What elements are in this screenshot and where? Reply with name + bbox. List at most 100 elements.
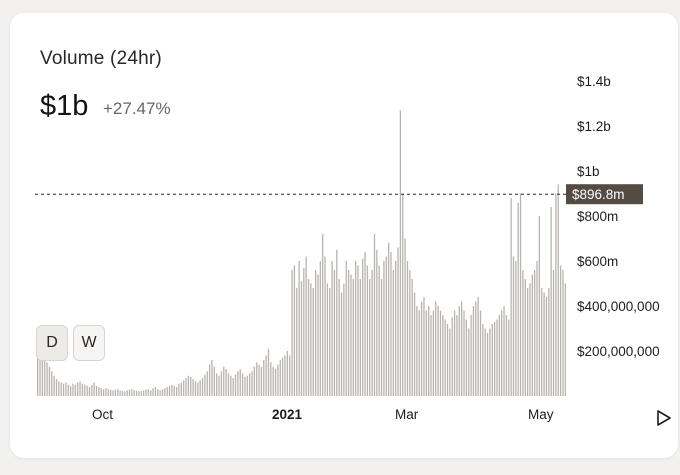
volume-bar	[458, 306, 460, 396]
volume-bar	[119, 390, 121, 397]
volume-bar	[465, 319, 468, 396]
volume-bar	[501, 310, 503, 396]
volume-bar	[418, 310, 420, 396]
volume-bar	[463, 310, 465, 396]
volume-bar	[338, 279, 340, 396]
volume-change: +27.47%	[103, 99, 171, 118]
volume-bar	[406, 261, 409, 396]
volume-bar	[369, 279, 371, 396]
volume-bar	[357, 265, 359, 396]
volume-bar	[451, 317, 453, 396]
volume-bar	[138, 391, 140, 396]
volume-bar	[272, 366, 274, 396]
volume-bar	[472, 306, 475, 396]
volume-bar	[204, 374, 206, 397]
y-tick-label: $600m	[577, 254, 618, 269]
volume-bar	[293, 265, 296, 396]
volume-bar	[105, 388, 107, 397]
play-icon[interactable]	[656, 409, 672, 427]
volume-bar	[223, 366, 225, 396]
volume-bar	[300, 281, 303, 396]
volume-bar	[128, 389, 131, 396]
volume-bar	[324, 256, 326, 396]
volume-bar	[336, 249, 338, 396]
volume-bar	[230, 375, 232, 396]
timeframe-week-button[interactable]: W	[73, 325, 105, 361]
volume-bar	[154, 387, 157, 396]
volume-bar	[552, 270, 555, 396]
volume-bar	[317, 274, 319, 396]
volume-bar	[312, 288, 314, 396]
volume-bar	[555, 193, 557, 396]
volume-bar	[286, 351, 288, 396]
volume-bar	[437, 306, 439, 396]
x-tick-label: 2021	[272, 407, 303, 422]
volume-bar	[67, 384, 69, 396]
y-tick-label: $1.4b	[577, 74, 611, 89]
volume-bar	[364, 252, 366, 396]
volume-bar	[314, 270, 317, 396]
volume-bar	[265, 355, 267, 396]
volume-bar	[251, 371, 253, 396]
volume-bar	[211, 360, 213, 396]
volume-bar	[88, 387, 91, 396]
volume-bar	[218, 375, 220, 396]
volume-bar	[168, 385, 171, 397]
volume-bar	[355, 261, 357, 396]
volume-bar	[479, 310, 482, 396]
volume-bar	[366, 265, 369, 396]
volume-bar	[435, 301, 437, 396]
volume-bar	[256, 362, 258, 396]
volume-bar	[100, 388, 102, 397]
volume-bar	[303, 267, 305, 396]
volume-bar	[456, 315, 458, 396]
volume-bar	[383, 261, 385, 396]
volume-bar	[72, 383, 74, 397]
volume-bar	[411, 279, 413, 396]
volume-bar	[147, 389, 150, 396]
volume-bar	[343, 283, 345, 396]
volume-bar	[329, 288, 331, 396]
volume-bar	[515, 261, 517, 396]
volume-bar	[397, 247, 399, 396]
volume-bar	[164, 388, 166, 397]
volume-bar	[333, 270, 336, 396]
volume-bar	[194, 381, 197, 397]
volume-bar	[446, 324, 449, 396]
volume-value: $1b	[40, 90, 89, 122]
volume-bar	[305, 256, 307, 396]
volume-bar	[519, 193, 522, 396]
volume-bar	[493, 321, 496, 396]
volume-bar	[48, 366, 51, 396]
volume-bar	[442, 315, 444, 396]
volume-bar	[37, 339, 39, 396]
volume-bar	[253, 366, 256, 396]
volume-bar	[140, 391, 142, 396]
volume-bar	[62, 383, 65, 397]
x-tick-label: May	[528, 407, 554, 422]
volume-bar	[46, 362, 48, 396]
volume-bar	[86, 385, 88, 397]
volume-bar	[185, 378, 187, 396]
volume-bar	[69, 385, 72, 397]
volume-bar	[227, 373, 230, 396]
volume-bar	[395, 261, 397, 396]
volume-bar	[178, 383, 180, 397]
volume-bar	[496, 319, 498, 396]
volume-bar	[117, 389, 119, 396]
volume-bar	[296, 288, 298, 396]
volume-bar-chart: $1.4b $1.2b $1b $800m $600m $400,000,000 $200,…	[35, 74, 660, 422]
volume-bar	[199, 380, 201, 396]
volume-bar	[387, 243, 390, 396]
volume-bar	[362, 258, 364, 396]
volume-bar	[95, 385, 98, 397]
volume-bar	[114, 389, 117, 396]
volume-bar	[41, 355, 44, 396]
volume-bar	[187, 375, 190, 396]
volume-bar	[175, 387, 178, 396]
x-tick-label: Oct	[92, 407, 113, 422]
volume-bar	[180, 382, 182, 396]
volume-bar	[399, 110, 402, 396]
volume-bar	[404, 238, 406, 396]
timeframe-day-button[interactable]: D	[36, 325, 68, 361]
